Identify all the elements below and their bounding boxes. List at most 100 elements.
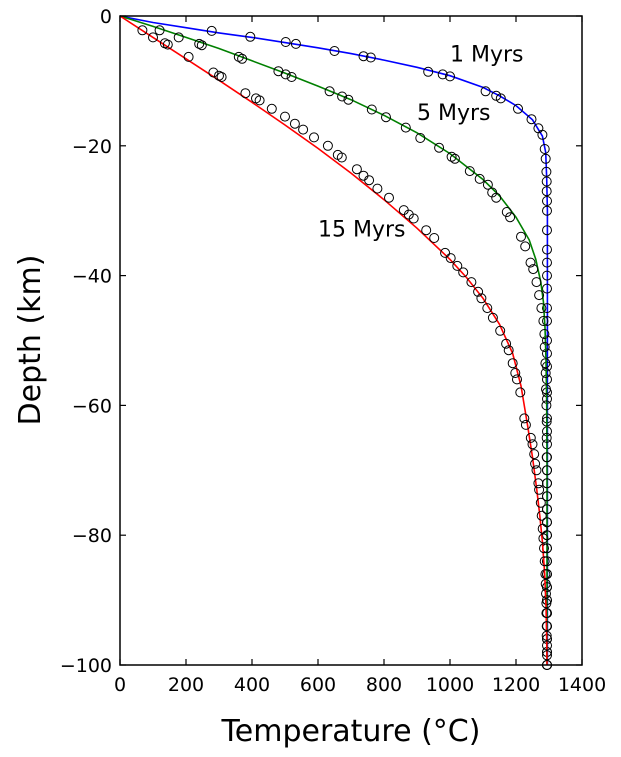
series-1: 5 Myrs <box>119 15 552 670</box>
tick-layer: 0 200 400 600 800 1000 1200 1400 0 −20 −40 −60 −80 −1… <box>60 6 606 696</box>
series-2-marker <box>240 88 251 99</box>
series-1-marker <box>324 86 335 97</box>
series-line-0 <box>119 15 549 665</box>
series-0-marker <box>437 69 448 80</box>
series-0-marker <box>513 103 523 114</box>
series-1-marker <box>491 192 502 203</box>
series-1-marker <box>541 400 552 411</box>
series-0-marker <box>542 348 552 359</box>
series-1-marker <box>343 94 354 105</box>
series-2-marker <box>162 39 173 50</box>
series-0-marker <box>495 93 506 104</box>
series-2-marker <box>541 608 552 619</box>
series-1-marker <box>501 207 512 217</box>
series-2-marker <box>408 213 419 224</box>
series-1-marker <box>446 151 457 162</box>
series-1-marker <box>516 231 526 242</box>
series-0-marker <box>541 186 552 197</box>
series-2-marker <box>538 533 549 544</box>
series-2-marker <box>445 253 456 264</box>
y-tick-label: −80 <box>72 525 112 547</box>
series-1-marker <box>541 452 552 463</box>
series-0-marker <box>423 66 434 77</box>
series-2-marker <box>452 260 463 271</box>
series-2-marker <box>322 140 333 151</box>
series-1-marker <box>542 504 552 515</box>
series-2-marker <box>336 152 347 163</box>
x-tick-label: 600 <box>300 674 336 696</box>
plot-frame <box>119 15 583 666</box>
series-0-marker <box>542 196 552 206</box>
x-tick-label: 1400 <box>558 674 606 696</box>
series-2-marker <box>541 621 552 632</box>
series-1-marker <box>482 179 493 190</box>
series-1-marker <box>542 465 552 476</box>
series-2-marker <box>525 432 536 443</box>
series-2-marker <box>280 111 290 122</box>
series-label-2: 15 Myrs <box>318 218 406 243</box>
series-2-marker <box>309 132 319 143</box>
series-2: 15 Myrs <box>119 15 552 670</box>
series-2-marker <box>541 588 551 599</box>
series-1-marker <box>449 153 460 164</box>
series-2-marker <box>539 556 550 567</box>
series-0-marker <box>480 86 491 97</box>
series-layer: 1 Myrs 5 Myrs 15 Myrs <box>119 15 552 670</box>
series-1-marker <box>400 122 411 133</box>
series-2-marker <box>542 650 552 661</box>
series-0-marker <box>542 270 552 281</box>
series-2-marker <box>540 569 551 580</box>
series-2-marker <box>358 170 369 181</box>
series-1-marker <box>525 257 536 268</box>
series-2-marker <box>254 95 265 106</box>
series-2-marker <box>534 484 545 495</box>
series-2-marker <box>540 578 551 589</box>
series-2-marker <box>527 439 538 450</box>
series-2-marker <box>533 478 544 489</box>
series-label-0: 1 Myrs <box>450 42 524 67</box>
series-1-marker <box>541 384 551 395</box>
y-axis-label: Depth (km) <box>13 255 48 426</box>
series-0-marker <box>542 303 552 314</box>
series-1-marker <box>196 40 207 51</box>
series-2-marker <box>458 267 469 278</box>
x-tick-label: 0 <box>114 674 126 696</box>
series-2-marker <box>519 413 530 424</box>
series-2-marker <box>530 458 541 469</box>
series-2-marker <box>501 338 512 349</box>
series-2-marker <box>183 51 194 62</box>
series-1-marker <box>286 72 297 82</box>
series-2-marker <box>535 497 546 508</box>
series-2-marker <box>473 286 484 297</box>
series-1-marker <box>542 491 552 502</box>
series-2-marker <box>529 449 540 460</box>
series-0-marker <box>542 205 552 216</box>
series-0-marker <box>540 153 551 164</box>
series-1-marker <box>474 173 485 184</box>
series-2-marker <box>289 118 300 129</box>
series-1-marker <box>541 416 552 427</box>
series-0-marker <box>541 166 552 177</box>
series-1-marker <box>280 69 291 80</box>
series-0-marker <box>358 51 369 62</box>
series-0-marker <box>542 225 552 236</box>
series-2-marker <box>510 368 521 378</box>
series-0-marker <box>537 129 548 140</box>
series-0-marker <box>539 144 550 154</box>
series-0-marker <box>206 25 217 36</box>
series-2-marker <box>503 345 514 356</box>
series-0-marker <box>445 71 455 82</box>
series-2-marker <box>214 70 224 81</box>
series-2-marker <box>542 640 552 651</box>
x-tick-label: 200 <box>168 674 204 696</box>
series-2-marker <box>421 225 432 236</box>
series-1-marker <box>237 53 248 64</box>
series-2-marker <box>298 124 309 135</box>
series-1-marker <box>528 264 539 275</box>
series-0-marker <box>245 31 256 42</box>
y-tick-label: −20 <box>72 136 112 158</box>
series-1-marker <box>154 25 165 36</box>
series-2-marker <box>351 164 362 175</box>
series-0-marker <box>365 52 376 63</box>
